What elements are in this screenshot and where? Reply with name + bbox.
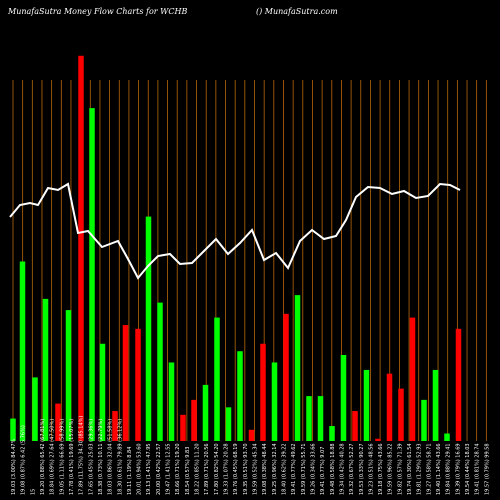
x-tick-label: 18.84 (0.69%) 27.64 (47.50%) <box>50 419 56 495</box>
x-tick-label: 19.84 (0.88%) 29.41 <box>446 443 452 495</box>
x-tick-label: 17.78 (0.41%) 19.69 (15.07%) <box>69 419 75 495</box>
bar-up <box>214 317 220 441</box>
bar-down <box>455 328 462 441</box>
chart-title: MunafaSutra Money Flow Charts for WCHB <box>8 7 188 16</box>
x-tick-label: 19.25 (0.96%) 32.14 <box>272 443 278 495</box>
bar-down <box>386 373 393 441</box>
x-tick-label: 19.13 (1.41%) 47.95 <box>146 443 152 495</box>
x-tick-label: 19.41 (0.77%) 49.62 <box>291 443 297 495</box>
bar-down <box>180 414 186 441</box>
grid-lines <box>12 80 487 441</box>
bar-down <box>283 313 289 441</box>
x-tick-label: 19.74 (0.30%) 61.54 <box>407 443 413 495</box>
x-tick-label: 19.35 (0.51%) 93.70 <box>243 443 249 495</box>
bar-down <box>398 388 404 441</box>
bar-down <box>409 317 416 441</box>
x-tick-label: 18.66 (0.71%) 19.20 <box>175 443 181 495</box>
bar-up <box>99 343 106 441</box>
bar-down <box>352 411 358 441</box>
bar-up <box>65 310 72 441</box>
x-tick-label: 19.39 (0.79%) 16.69 <box>455 443 461 495</box>
bars <box>10 55 462 441</box>
site-credit: () MunafaSutra.com <box>256 7 338 16</box>
bar-down <box>260 343 266 441</box>
x-tick-label: 19.48 (0.58%) 18.88 <box>330 443 336 495</box>
x-tick-label: 20.00 (0.42%) 22.57 <box>156 443 162 495</box>
x-tick-label: 17.89 (11.75%) 34.30 (85.14%) <box>79 416 85 495</box>
bar-up <box>317 396 324 441</box>
x-tick-label: 19.08 (0.38%) 48.44 <box>262 443 268 495</box>
x-tick-label: 17.65 (0.45%) 25.03 (29.36%) <box>88 419 94 495</box>
x-tick-label: 19.76 (0.45%) 68.19 <box>233 443 239 495</box>
x-tick-label: 19.20 (0.88%) 65.42 (67.81%) <box>40 419 46 495</box>
bar-up <box>421 399 427 441</box>
x-tick-label: 17.89 (0.71%) 20.56 <box>204 443 210 495</box>
x-tick-label: 19.41 (0.77%) 9.07 <box>320 447 326 495</box>
x-tick-label: 19.23 (0.51%) 48.56 <box>368 443 374 495</box>
money-flow-line <box>9 182 461 280</box>
bar-up <box>271 362 278 441</box>
bar-up <box>42 298 49 441</box>
x-tick-label: 19.59 (0.71%) 55.71 <box>301 443 307 495</box>
bar-up <box>202 384 209 441</box>
x-tick-label: 19.11 (1.19%) 8.84 <box>127 447 133 495</box>
x-tick-label: 19.41 (0.81%) 28.74 <box>475 443 481 495</box>
bar-down <box>375 438 381 441</box>
x-tick-label: 18.30 (0.61%) 79.89 (36.12%) <box>117 419 123 495</box>
bar-down <box>135 328 141 441</box>
bar-up <box>294 295 301 441</box>
bar-up <box>306 396 312 441</box>
x-tick-label: 18.03 (0.86%) 32.04 (51.58%) <box>108 419 114 495</box>
x-tick-label: 19.82 (0.57%) 71.39 <box>397 443 403 495</box>
bar-up <box>168 362 175 441</box>
x-tick-label: 15 <box>30 489 36 495</box>
x-tick-label: 18.54 (0.57%) 9.83 <box>185 447 191 495</box>
line-series <box>9 182 461 280</box>
bar-up <box>145 216 152 441</box>
bar-down <box>122 325 129 441</box>
bar-down <box>112 411 118 441</box>
bar-up <box>329 426 335 441</box>
bar-up <box>10 418 16 441</box>
bar-up <box>444 433 450 441</box>
bar-up <box>157 302 163 441</box>
x-tick-label: 19.27 (0.58%) 58.71 <box>426 443 432 495</box>
bar-up <box>89 108 95 441</box>
x-tick-label: 19.40 (1.14%) 43.66 <box>436 443 442 495</box>
bar-up <box>32 377 38 441</box>
x-tick-label: 19.33 (1.07%) 20.28 <box>224 443 230 495</box>
x-tick-label: 19.26 (0.34%) 33.66 <box>310 443 316 495</box>
bar-down <box>55 403 61 441</box>
x-tick-label: 19.05 (1.11%) 66.69 (58.99%) <box>59 419 65 495</box>
bar-up <box>19 261 26 441</box>
x-tick-label: 18.40 (0.62%) 39.22 <box>281 443 287 495</box>
x-tick-label: 19.47 (1.41%) 12.55 <box>166 443 172 495</box>
bar-up <box>363 369 370 441</box>
x-tick-label: 17.80 (0.82%) 54.20 <box>214 443 220 495</box>
bar-up <box>225 407 232 441</box>
x-tick-label: 18.38 (0.73%) 10.11 (22.79%) <box>98 419 104 495</box>
x-tick-label: 18.22 (0.85%) 11.20 <box>195 443 201 495</box>
x-tick-label: 19.59 (0.96%) 85.22 <box>388 443 394 495</box>
bar-down <box>191 399 197 441</box>
bar-up <box>237 351 243 441</box>
x-tick-label: 19.53 (0.33%) 90.27 <box>359 443 365 495</box>
x-tick-label: 19.08 (0.87%) 6.42 (5.76%) <box>21 425 27 495</box>
x-tick-labels: 19.03 (3.00%) 84.47% 19.08 (0.87%) 6.42 (… <box>11 416 490 495</box>
bar-down <box>248 429 255 441</box>
x-tick-label: 19.54 (0.44%) 18.03 <box>465 443 471 495</box>
x-tick-label: 19.81 (1.29%) 52.93 <box>417 443 423 495</box>
x-tick-label: 20.01 (0.94%) 53.60 <box>137 443 143 495</box>
x-tick-label: 19.18 (0.75%) 43.66 <box>378 443 384 495</box>
bar-up <box>340 354 347 441</box>
x-tick-label: 19.34 (0.42%) 40.28 <box>339 443 345 495</box>
x-tick-label: 19.59 (0.52%) 45.34 <box>253 443 259 495</box>
bar-down <box>78 55 84 441</box>
bar-up <box>432 369 439 441</box>
x-tick-label: 19.32 (0.67%) 52.27 <box>349 443 355 495</box>
x-tick-label: 19.03 (3.00%) 84.47% <box>11 438 17 495</box>
x-tick-label: 19.57 (0.79%) 99.58 <box>484 443 490 495</box>
